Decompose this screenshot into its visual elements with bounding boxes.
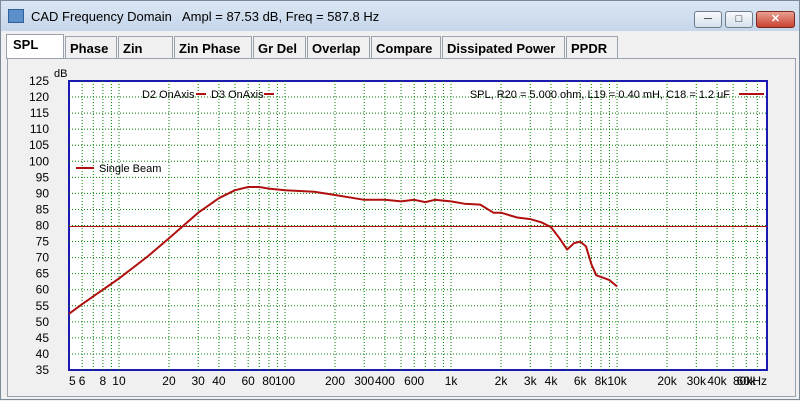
x-tick-label: 40: [212, 374, 226, 388]
y-tick-label: 115: [30, 106, 49, 120]
y-axis-label: dB: [54, 68, 67, 80]
y-tick-label: 60: [36, 283, 50, 297]
y-tick-label: 105: [29, 138, 49, 152]
x-tick-label: 400: [375, 374, 395, 388]
x-tick-label: 30k: [687, 374, 707, 388]
y-tick-label: 100: [29, 154, 49, 168]
series-group: [68, 186, 767, 315]
x-tick-label: 10: [112, 374, 126, 388]
y-tick-label: 125: [29, 74, 49, 88]
grid: [69, 81, 767, 370]
tab-phase[interactable]: Phase: [65, 36, 117, 58]
tab-compare[interactable]: Compare: [371, 36, 441, 58]
legend-d3-label: D3 OnAxis: [211, 89, 264, 101]
x-tick-label: 5: [69, 374, 76, 388]
tab-gr-del[interactable]: Gr Del: [253, 36, 306, 58]
tab-ppdr[interactable]: PPDR: [566, 36, 618, 58]
y-tick-label: 40: [36, 347, 50, 361]
y-tick-label: 70: [36, 251, 50, 265]
window-title: CAD Frequency Domain Ampl = 87.53 dB, Fr…: [31, 9, 380, 24]
x-tick-label: 4k: [545, 374, 559, 388]
x-tick-label: 20k: [657, 374, 677, 388]
y-tick-label: 120: [29, 90, 49, 104]
y-tick-label: 95: [36, 170, 50, 184]
legend-single-beam-label: Single Beam: [99, 163, 161, 175]
y-tick-label: 110: [30, 122, 49, 136]
spl-chart[interactable]: 3540455055606570758085909510010511011512…: [8, 59, 795, 396]
x-tick-label: 600: [404, 374, 424, 388]
x-tick-label: 2k: [495, 374, 509, 388]
tab-bar: SPL Phase Zin Zin Phase Gr Del Overlap C…: [6, 34, 796, 59]
legend-d2-label: D2 OnAxis: [142, 89, 195, 101]
spl-curve: [68, 186, 618, 315]
y-tick-label: 35: [36, 363, 50, 377]
x-tick-label: 8: [100, 374, 107, 388]
tab-spl[interactable]: SPL: [6, 34, 64, 59]
chart-panel: 35 40 45 50 55 60 65 70 75 80 85 90 95 100 105 110 115 12…: [7, 58, 796, 397]
tab-zin[interactable]: Zin: [118, 36, 173, 58]
y-tick-label: 80: [36, 219, 50, 233]
title-bar[interactable]: CAD Frequency Domain Ampl = 87.53 dB, Fr…: [1, 1, 799, 31]
legend-spl-label: SPL, R20 = 5.000 ohm, L19 = 0.40 mH, C18…: [470, 89, 730, 101]
y-tick-labels: 35 40 45 50 55 60 65 70 75 80 85 90 95 100 105 110 115 12…: [29, 74, 49, 377]
x-tick-label: 10k: [607, 374, 627, 388]
x-tick-label: 8k: [595, 374, 609, 388]
y-tick-label: 50: [36, 315, 50, 329]
x-tick-label: 6: [79, 374, 86, 388]
x-tick-label: 30: [192, 374, 206, 388]
x-tick-label: 6k: [574, 374, 588, 388]
x-tick-label: 40k: [707, 374, 727, 388]
app-icon: [8, 9, 24, 23]
tab-dissipated-power[interactable]: Dissipated Power: [442, 36, 565, 58]
x-tick-label: 300: [354, 374, 374, 388]
minimize-icon: ─: [704, 13, 712, 25]
x-tick-label: 60k: [737, 374, 757, 388]
y-tick-label: 55: [36, 299, 50, 313]
tab-zin-phase[interactable]: Zin Phase: [174, 36, 252, 58]
x-tick-label: 60: [241, 374, 255, 388]
x-tick-label: 80: [262, 374, 276, 388]
y-tick-label: 85: [36, 202, 50, 216]
y-tick-label: 45: [36, 331, 50, 345]
x-tick-label: 20: [162, 374, 176, 388]
x-tick-label: 3k: [524, 374, 538, 388]
maximize-icon: □: [735, 13, 743, 25]
x-tick-label: 1k: [445, 374, 459, 388]
y-tick-label: 90: [36, 186, 50, 200]
y-tick-label: 75: [36, 235, 50, 249]
minimize-button[interactable]: ─: [694, 11, 722, 28]
x-tick-labels: 5 6 8 10 20 30 40 60 80 100 200 300 400 600 1k 2k 3k 4k 6k…: [69, 374, 767, 388]
maximize-button[interactable]: □: [725, 11, 753, 28]
x-tick-label: 100: [275, 374, 295, 388]
tab-overlap[interactable]: Overlap: [307, 36, 370, 58]
close-button[interactable]: ✕: [756, 11, 795, 28]
close-icon: ✕: [770, 13, 781, 25]
x-tick-label: 80kHz: [733, 374, 767, 388]
y-tick-label: 65: [36, 267, 50, 281]
x-tick-label: 200: [325, 374, 345, 388]
